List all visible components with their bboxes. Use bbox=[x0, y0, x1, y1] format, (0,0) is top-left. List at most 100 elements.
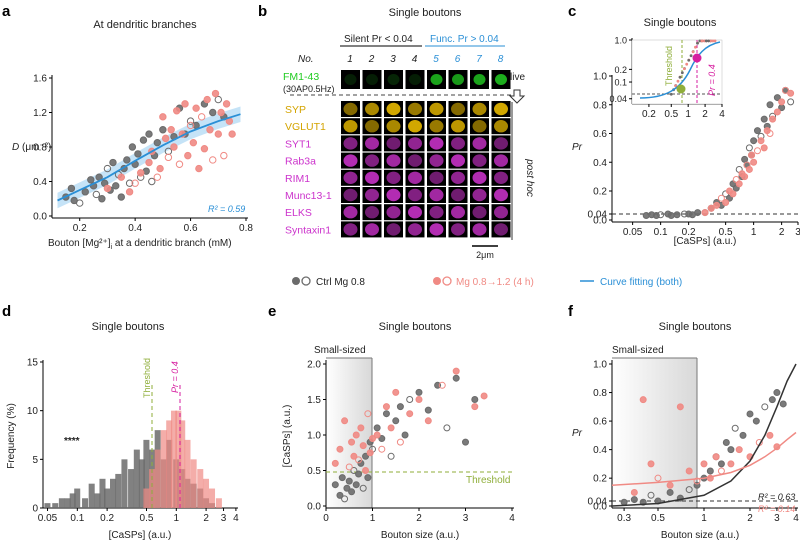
panel-a-point-mg bbox=[206, 126, 214, 134]
panel-a-point-mg bbox=[203, 95, 211, 104]
marker-signal bbox=[343, 223, 358, 236]
panel-f-point-ctrl bbox=[779, 400, 787, 408]
panel-e-y-tick-label: 0.5 bbox=[307, 466, 321, 477]
fm-signal bbox=[409, 74, 421, 85]
panel-a-y-tick-label: 1.2 bbox=[33, 108, 47, 119]
panel-a-point-mg bbox=[192, 104, 200, 112]
panel-d-bar-mg bbox=[208, 488, 216, 508]
panel-f-point-ctrl bbox=[666, 488, 674, 496]
panel-b-func-label: Func. Pr > 0.04 bbox=[430, 34, 499, 45]
panel-c-inset-x-tick-label: 0.2 bbox=[642, 109, 656, 120]
panel-c-inset-y-tick-label: 0.2 bbox=[614, 65, 627, 75]
panel-a-point-mg bbox=[184, 151, 192, 160]
panel-f-point-mg bbox=[693, 477, 701, 485]
marker-signal bbox=[408, 120, 422, 133]
panel-a-point-ctrl bbox=[103, 164, 112, 173]
marker-signal bbox=[472, 102, 487, 116]
panel-c-point-mg bbox=[750, 158, 758, 166]
panel-a-point-mg bbox=[103, 184, 112, 193]
panel-d-x-tick-label: 0.05 bbox=[38, 513, 58, 524]
panel-a-point-ctrl bbox=[186, 117, 195, 125]
marker-signal bbox=[494, 188, 508, 202]
panel-c-point-ctrl bbox=[773, 94, 781, 102]
panel-f-point-ctrl bbox=[731, 424, 739, 432]
panel-f-point-ctrl bbox=[773, 389, 781, 397]
panel-a-fit-line bbox=[57, 113, 241, 202]
marker-signal bbox=[365, 206, 379, 219]
panel-d-bar-ctrl bbox=[115, 473, 122, 508]
panel-c-point-ctrl bbox=[657, 211, 665, 219]
panel-d-y-tick-label: 0 bbox=[32, 504, 38, 515]
panel-e-letter: e bbox=[268, 303, 276, 320]
panel-a-point-mg bbox=[153, 173, 162, 181]
panel-c-inset-point bbox=[694, 45, 697, 49]
marker-label: Munc13-1 bbox=[285, 190, 332, 202]
panel-d-threshold: Threshold bbox=[142, 358, 152, 398]
bouton-number: 2 bbox=[368, 54, 375, 65]
panel-f-point-ctrl bbox=[752, 417, 760, 425]
bouton-number: 7 bbox=[476, 54, 482, 65]
marker-signal bbox=[451, 223, 465, 236]
panel-a-letter: a bbox=[2, 3, 11, 20]
panel-e-point-ctrl bbox=[392, 417, 400, 425]
panel-a-y-tick-label: 0.0 bbox=[33, 212, 47, 223]
panel-e-point-mg bbox=[369, 435, 376, 443]
panel-c-point-mg bbox=[787, 89, 795, 97]
panel-a-y-tick-label: 1.6 bbox=[33, 74, 47, 85]
panel-e-point-mg bbox=[480, 392, 488, 400]
panel-e-point-ctrl bbox=[331, 481, 339, 489]
panel-d-bar-mg bbox=[190, 459, 197, 508]
panel-e-point-ctrl bbox=[343, 484, 351, 492]
panel-c-point-mg bbox=[773, 108, 781, 116]
panel-a-point-ctrl bbox=[153, 138, 162, 147]
panel-c-inset-point bbox=[685, 62, 689, 66]
panel-d-x-tick-label: 4 bbox=[233, 513, 239, 524]
panel-c-point-ctrl bbox=[673, 211, 681, 219]
panel-c-point-mg bbox=[781, 86, 789, 94]
panel-c-inset-x-tick-label: 0.5 bbox=[664, 109, 678, 120]
marker-signal bbox=[429, 102, 444, 116]
panel-e-point-mg bbox=[341, 417, 349, 425]
panel-d-bar-ctrl bbox=[52, 503, 59, 508]
panel-e-x-tick-label: 2 bbox=[416, 513, 422, 524]
panel-f-point-ctrl bbox=[727, 446, 735, 454]
panel-d-bar-mg bbox=[179, 420, 186, 508]
panel-d-x-tick-label: 1 bbox=[174, 513, 180, 524]
panel-d-bar-ctrl bbox=[138, 459, 145, 508]
panel-e-y-tick-label: 0.0 bbox=[307, 502, 321, 513]
panel-d-bar-ctrl bbox=[74, 488, 81, 508]
panel-f-fit-mg bbox=[611, 431, 797, 487]
panel-c-inset-point bbox=[713, 39, 717, 43]
panel-c-inset-y-tick-label: 0.1 bbox=[614, 78, 627, 88]
panel-d-y-tick-label: 15 bbox=[27, 358, 39, 369]
panel-b-title: Single boutons bbox=[389, 7, 462, 19]
panel-a-point-mg bbox=[136, 169, 145, 177]
panel-e-point-ctrl bbox=[336, 491, 344, 499]
fm-tile bbox=[341, 70, 360, 89]
panel-c-point-mg bbox=[745, 165, 753, 173]
panel-f-fit-ctrl bbox=[611, 363, 797, 507]
panel-e-point-ctrl bbox=[415, 388, 423, 396]
panel-c-point-mg bbox=[778, 98, 786, 106]
panel-c-inset-y-tick-label: 0.04 bbox=[609, 94, 627, 104]
panel-d-bar-mg bbox=[166, 420, 173, 508]
panel-b-silent-label: Silent Pr < 0.04 bbox=[344, 34, 413, 45]
panel-f-small-label: Small-sized bbox=[612, 345, 664, 356]
marker-label: ELKS bbox=[285, 207, 312, 219]
panel-c-inset-point bbox=[687, 58, 691, 62]
panel-c-inset: 0.04 0.1 0.2 1.0 0.2 0.5 1 2 4 Threshold Pr = 0… bbox=[609, 36, 725, 121]
panel-e-point-ctrl bbox=[443, 424, 451, 432]
marker-signal bbox=[494, 137, 508, 150]
panel-e-x-tick-label: 4 bbox=[509, 513, 515, 524]
panel-a-yunit: (μm⁻²) bbox=[22, 142, 51, 153]
panel-c-inset-point bbox=[696, 41, 699, 45]
panel-a-point-mg bbox=[181, 100, 189, 108]
panel-c-x-tick-label: 0.2 bbox=[682, 227, 696, 238]
marker-label: RIM1 bbox=[285, 173, 310, 185]
panel-e-point-ctrl bbox=[373, 424, 381, 432]
panel-f-point-ctrl bbox=[706, 467, 714, 475]
marker-signal bbox=[343, 171, 358, 184]
panel-a-point-mg bbox=[117, 173, 125, 181]
panel-d-bar-mg bbox=[175, 410, 182, 508]
marker-signal bbox=[451, 154, 465, 167]
